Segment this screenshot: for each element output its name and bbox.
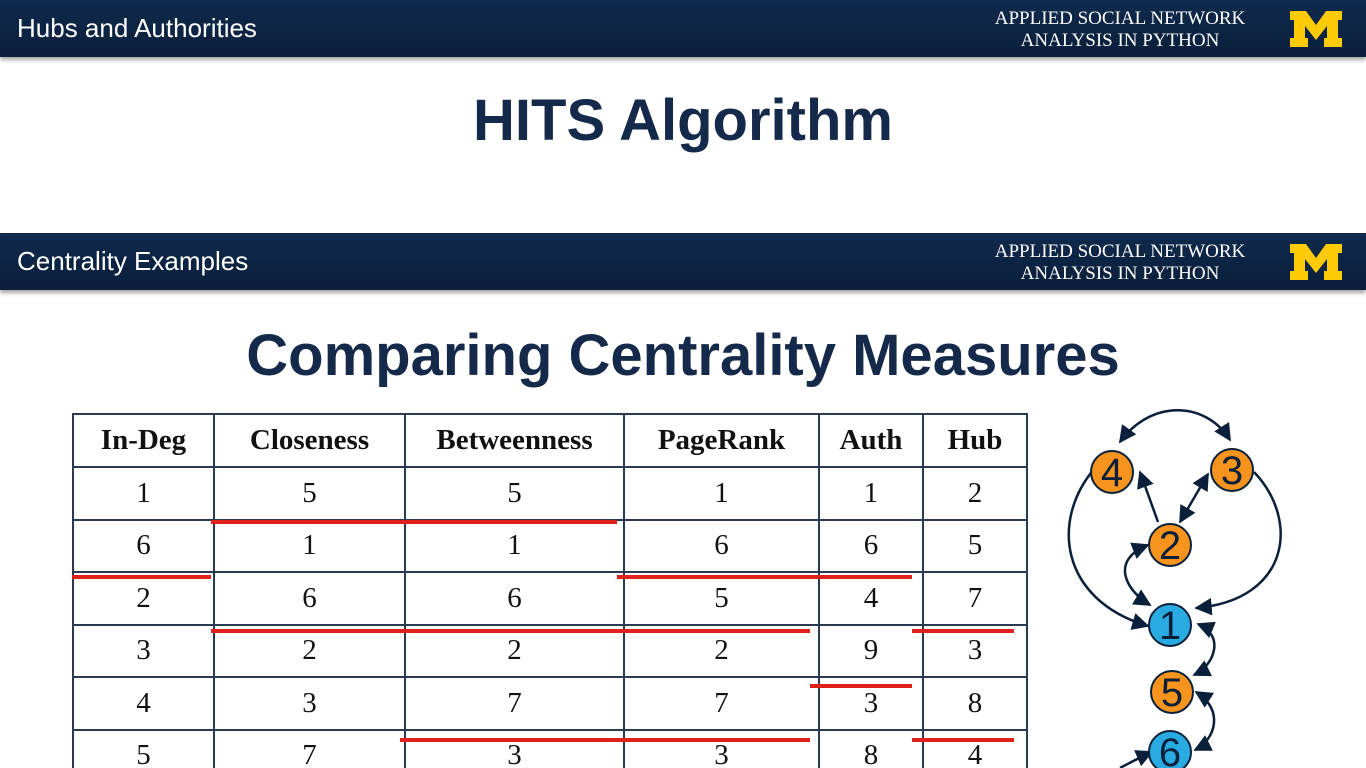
cell: 7 (213, 728, 406, 768)
cell: 3 (404, 728, 625, 768)
node-label: 2 (1159, 524, 1181, 568)
brand: APPLIED SOCIAL NETWORK ANALYSIS IN PYTHON (960, 8, 1280, 52)
cell: 5 (623, 571, 820, 626)
column-header: In-Deg (72, 413, 215, 468)
header-title: Centrality Examples (17, 246, 249, 276)
header-row: In-Deg Closeness Betweenness PageRank Auth Hu… (72, 413, 1028, 468)
cell: 6 (72, 518, 215, 573)
cell: 1 (213, 518, 406, 573)
highlight-line (211, 629, 810, 633)
highlight-line (400, 738, 810, 742)
node (1148, 603, 1192, 647)
highlight-line (912, 629, 1014, 633)
node-label: 3 (1221, 449, 1243, 493)
column-header: Auth (818, 413, 924, 468)
cell: 9 (818, 623, 924, 678)
node-label: 5 (1161, 671, 1183, 715)
node-label: 4 (1101, 451, 1123, 495)
graph: 4 32 1 5 6 (1067, 409, 1282, 768)
centrality-table: In-Deg Closeness Betweenness PageRank Auth Hu… (72, 413, 1028, 768)
highlight-line (211, 520, 617, 524)
highlight-line (617, 575, 912, 579)
cell: 4 (922, 728, 1028, 768)
slide-1: HITS Algorithm (0, 57, 1366, 232)
cell: 5 (72, 728, 215, 768)
highlight-line (810, 684, 912, 688)
node-label: 1 (1159, 604, 1181, 648)
cell: 5 (922, 518, 1028, 573)
brand: APPLIED SOCIAL NETWORK ANALYSIS IN PYTHON (960, 241, 1280, 285)
cell: 4 (72, 676, 215, 731)
node (1148, 523, 1192, 567)
cell: 8 (922, 676, 1028, 731)
cell: 5 (213, 466, 406, 521)
cell: 1 (818, 466, 924, 521)
node (1148, 730, 1192, 768)
node (1090, 450, 1134, 494)
cell: 7 (404, 676, 625, 731)
highlight-line (72, 575, 211, 579)
cell: 4 (818, 571, 924, 626)
cell: 6 (213, 571, 406, 626)
header-bar: Hubs and Authorities APPLIED SOCIAL NETW… (0, 0, 1366, 57)
cell: 3 (213, 676, 406, 731)
brand-line: ANALYSIS IN PYTHON (1020, 30, 1220, 51)
cell: 2 (72, 571, 215, 626)
logo (1290, 244, 1342, 280)
edges (1067, 409, 1282, 768)
node (1150, 670, 1194, 714)
column-header: Betweenness (404, 413, 625, 468)
cell: 3 (72, 623, 215, 678)
column-header: Hub (922, 413, 1028, 468)
cell: 1 (404, 518, 625, 573)
header-bar: Centrality Examples APPLIED SOCIAL NETWO… (0, 233, 1366, 290)
header-title: Hubs and Authorities (17, 13, 257, 43)
cell: 6 (818, 518, 924, 573)
column-header: PageRank (623, 413, 820, 468)
node (1210, 448, 1254, 492)
column-header: Closeness (213, 413, 406, 468)
cell: 1 (623, 466, 820, 521)
brand-line: ANALYSIS IN PYTHON (1020, 263, 1220, 284)
logo (1290, 11, 1342, 47)
cell: 1 (72, 466, 215, 521)
slide-title: HITS Algorithm (473, 88, 893, 153)
highlight-line (912, 738, 1014, 742)
node-label: 6 (1159, 731, 1181, 768)
brand-line: APPLIED SOCIAL NETWORK (994, 8, 1246, 29)
cell: 7 (922, 571, 1028, 626)
cell: 3 (623, 728, 820, 768)
cell: 7 (623, 676, 820, 731)
brand-line: APPLIED SOCIAL NETWORK (994, 241, 1246, 262)
cell: 5 (404, 466, 625, 521)
slide-title: Comparing Centrality Measures (246, 323, 1120, 388)
cell: 6 (623, 518, 820, 573)
cell: 2 (922, 466, 1028, 521)
cell: 8 (818, 728, 924, 768)
cell: 6 (404, 571, 625, 626)
